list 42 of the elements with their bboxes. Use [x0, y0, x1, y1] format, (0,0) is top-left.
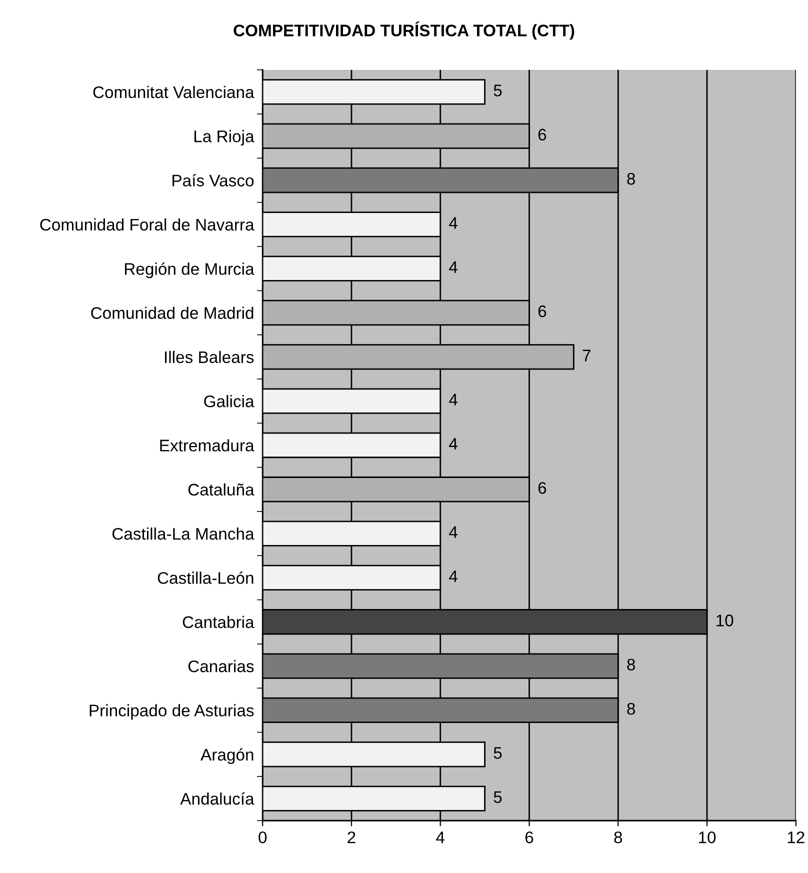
x-tick-label: 8 [614, 831, 622, 844]
data-label: 7 [582, 350, 590, 362]
y-tick-label: País Vasco [172, 174, 254, 186]
y-tick-label: Canarias [188, 660, 254, 672]
chart-title: COMPETITIVIDAD TURÍSTICA TOTAL (CTT) [234, 21, 574, 40]
x-tick-label: 12 [788, 831, 804, 844]
x-tick-label: 2 [348, 831, 356, 844]
data-label: 10 [716, 614, 734, 626]
x-tick-label: 0 [258, 831, 267, 844]
y-tick-label: Comunitat Valenciana [93, 86, 254, 98]
data-label: 6 [538, 305, 546, 318]
y-tick-label: Principado de Asturias [90, 704, 254, 720]
x-tick-label: 10 [699, 831, 716, 844]
data-label: 8 [627, 658, 635, 671]
y-tick-label: Illes Balears [165, 350, 254, 364]
data-label: 6 [538, 128, 546, 141]
y-tick-label: La Rioja [194, 130, 254, 146]
y-tick-label: Comunidad Foral de Navarra [40, 218, 254, 231]
y-tick-label: Galicia [204, 395, 254, 408]
data-label: 5 [494, 747, 502, 759]
data-label: 4 [449, 261, 458, 273]
data-label: 5 [494, 791, 502, 804]
data-label: 5 [494, 84, 502, 96]
y-tick-label: Andalucía [180, 792, 254, 805]
data-label: 4 [449, 438, 458, 450]
data-label: 4 [449, 394, 458, 406]
data-label: 4 [449, 217, 458, 229]
x-tick-label: 4 [436, 832, 445, 844]
data-label: 8 [627, 702, 635, 715]
data-label: 4 [449, 526, 458, 538]
y-tick-label: Aragón [200, 748, 254, 764]
y-tick-label: Comunidad de Madrid [91, 306, 254, 319]
x-tick-label: 6 [525, 831, 534, 844]
data-label: 6 [538, 482, 546, 494]
data-label: 8 [627, 172, 635, 185]
y-tick-label: Castilla-León [158, 571, 254, 584]
y-tick-label: Extremadura [160, 439, 254, 452]
data-label: 4 [449, 570, 458, 582]
y-tick-label: Región de Murcia [125, 262, 254, 278]
y-tick-label: Cataluña [188, 483, 254, 496]
y-tick-label: Castilla-La Mancha [112, 528, 254, 540]
y-tick-label: Cantabria [182, 616, 254, 628]
